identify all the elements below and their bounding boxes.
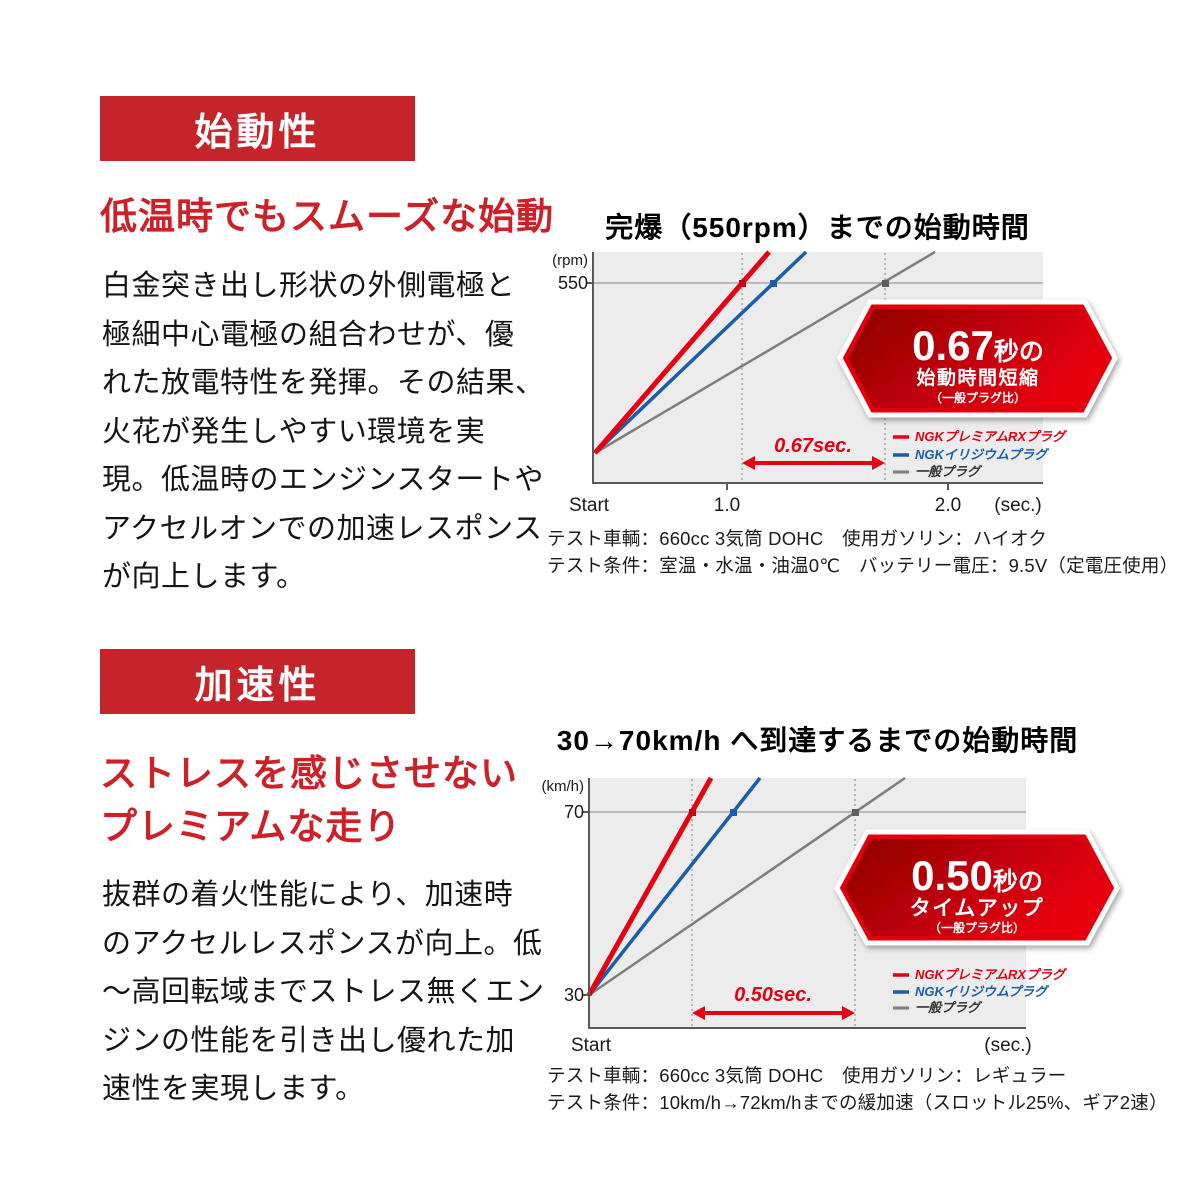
callout-hexagon-start: 0.67秒の 始動時間短縮 （一般プラグ比） (837, 299, 1118, 418)
xlabel-2: 2.0 (935, 495, 961, 516)
hexagon-note-text: （一般プラグ比） (929, 920, 1025, 935)
section-badge-acceleration: 加速性 (100, 649, 415, 714)
hexagon-sub-text: 始動時間短縮 (916, 366, 1039, 389)
diff-arrow-left-head (692, 1006, 705, 1020)
legend-label-premium-rx: NGKプレミアムRXプラグ (915, 967, 1068, 982)
test-conditions-accel: テスト車輌：660cc 3気筒 DOHC 使用ガソリン：レギュラー テスト条件：… (547, 1065, 1168, 1113)
hexagon-big-text: 0.50秒の (911, 852, 1043, 899)
section-body-acceleration: 抜群の着火性能により、加速時 のアクセルレスポンスが向上。低 ～高回転域までスト… (102, 879, 545, 1105)
chart-start-time: (rpm) 550 Start 1.0 2.0 (sec.) 0.67sec. … (552, 250, 1118, 516)
legend-label-iridium: NGKイリジウムプラグ (915, 447, 1050, 462)
diff-arrow-label: 0.50sec. (734, 984, 812, 1006)
xlabel-sec: (sec.) (994, 495, 1042, 516)
marker-blue (730, 809, 737, 816)
marker-gray (852, 809, 859, 816)
marker-red (739, 280, 746, 287)
legend: NGKプレミアムRXプラグ NGKイリジウムプラグ 一般プラグ (893, 429, 1068, 479)
marker-gray (882, 280, 889, 287)
legend-label-iridium: NGKイリジウムプラグ (915, 984, 1050, 999)
y-unit-label: (km/h) (542, 778, 585, 795)
legend-label-standard: 一般プラグ (915, 464, 983, 479)
hexagon-sub-text: タイムアップ (910, 897, 1045, 920)
diff-arrow-right-head (872, 456, 885, 470)
hexagon-big-text: 0.67秒の (912, 322, 1044, 369)
hexagon-note-text: （一般プラグ比） (930, 390, 1026, 405)
hexagon-fill (848, 309, 1107, 408)
hexagon-fill (845, 839, 1109, 936)
series-line-standard-plug (594, 250, 936, 455)
diff-arrow-label: 0.67sec. (774, 435, 852, 457)
chart2-title: 30→70km/h へ到達するまでの始動時間 (556, 725, 1079, 756)
callout-hexagon-accel: 0.50秒の タイムアップ （一般プラグ比） (834, 829, 1120, 946)
test-conditions-start: テスト車輌：660cc 3気筒 DOHC 使用ガソリン：ハイオク テスト条件：室… (547, 528, 1179, 576)
marker-blue (770, 280, 777, 287)
ytick-70-label: 70 (564, 802, 584, 822)
axes (592, 252, 1043, 484)
chart-acceleration-time: (km/h) 70 30 Start (sec.) 0.50sec. 0.50秒… (542, 776, 1120, 1056)
ytick-30-label: 30 (564, 985, 584, 1005)
diff-arrow-right-head (842, 1006, 855, 1020)
xlabel-sec: (sec.) (984, 1035, 1032, 1056)
ytick-550-label: 550 (558, 273, 588, 293)
marker-red (689, 809, 696, 816)
section-badge-startability: 始動性 (100, 96, 415, 161)
y-unit-label: (rpm) (552, 252, 588, 269)
section-body-startability: 白金突き出し形状の外側電極と 極細中心電極の組合わせが、優 れた放電特性を発揮。… (102, 270, 545, 593)
diff-arrow-left-head (742, 456, 755, 470)
section-heading-startability: 低温時でもスムーズな始動 (100, 196, 555, 237)
xlabel-start: Start (569, 495, 610, 516)
legend: NGKプレミアムRXプラグ NGKイリジウムプラグ 一般プラグ (893, 967, 1068, 1015)
chart1-title: 完爆（550rpm）までの始動時間 (605, 212, 1030, 243)
legend-label-standard: 一般プラグ (915, 1000, 983, 1015)
legend-label-premium-rx: NGKプレミアムRXプラグ (915, 429, 1068, 444)
xlabel-1: 1.0 (714, 495, 740, 516)
section-heading-acceleration: ストレスを感じさせない プレミアムな走り (100, 753, 518, 847)
axes (588, 778, 1026, 1029)
xlabel-start: Start (571, 1035, 612, 1056)
